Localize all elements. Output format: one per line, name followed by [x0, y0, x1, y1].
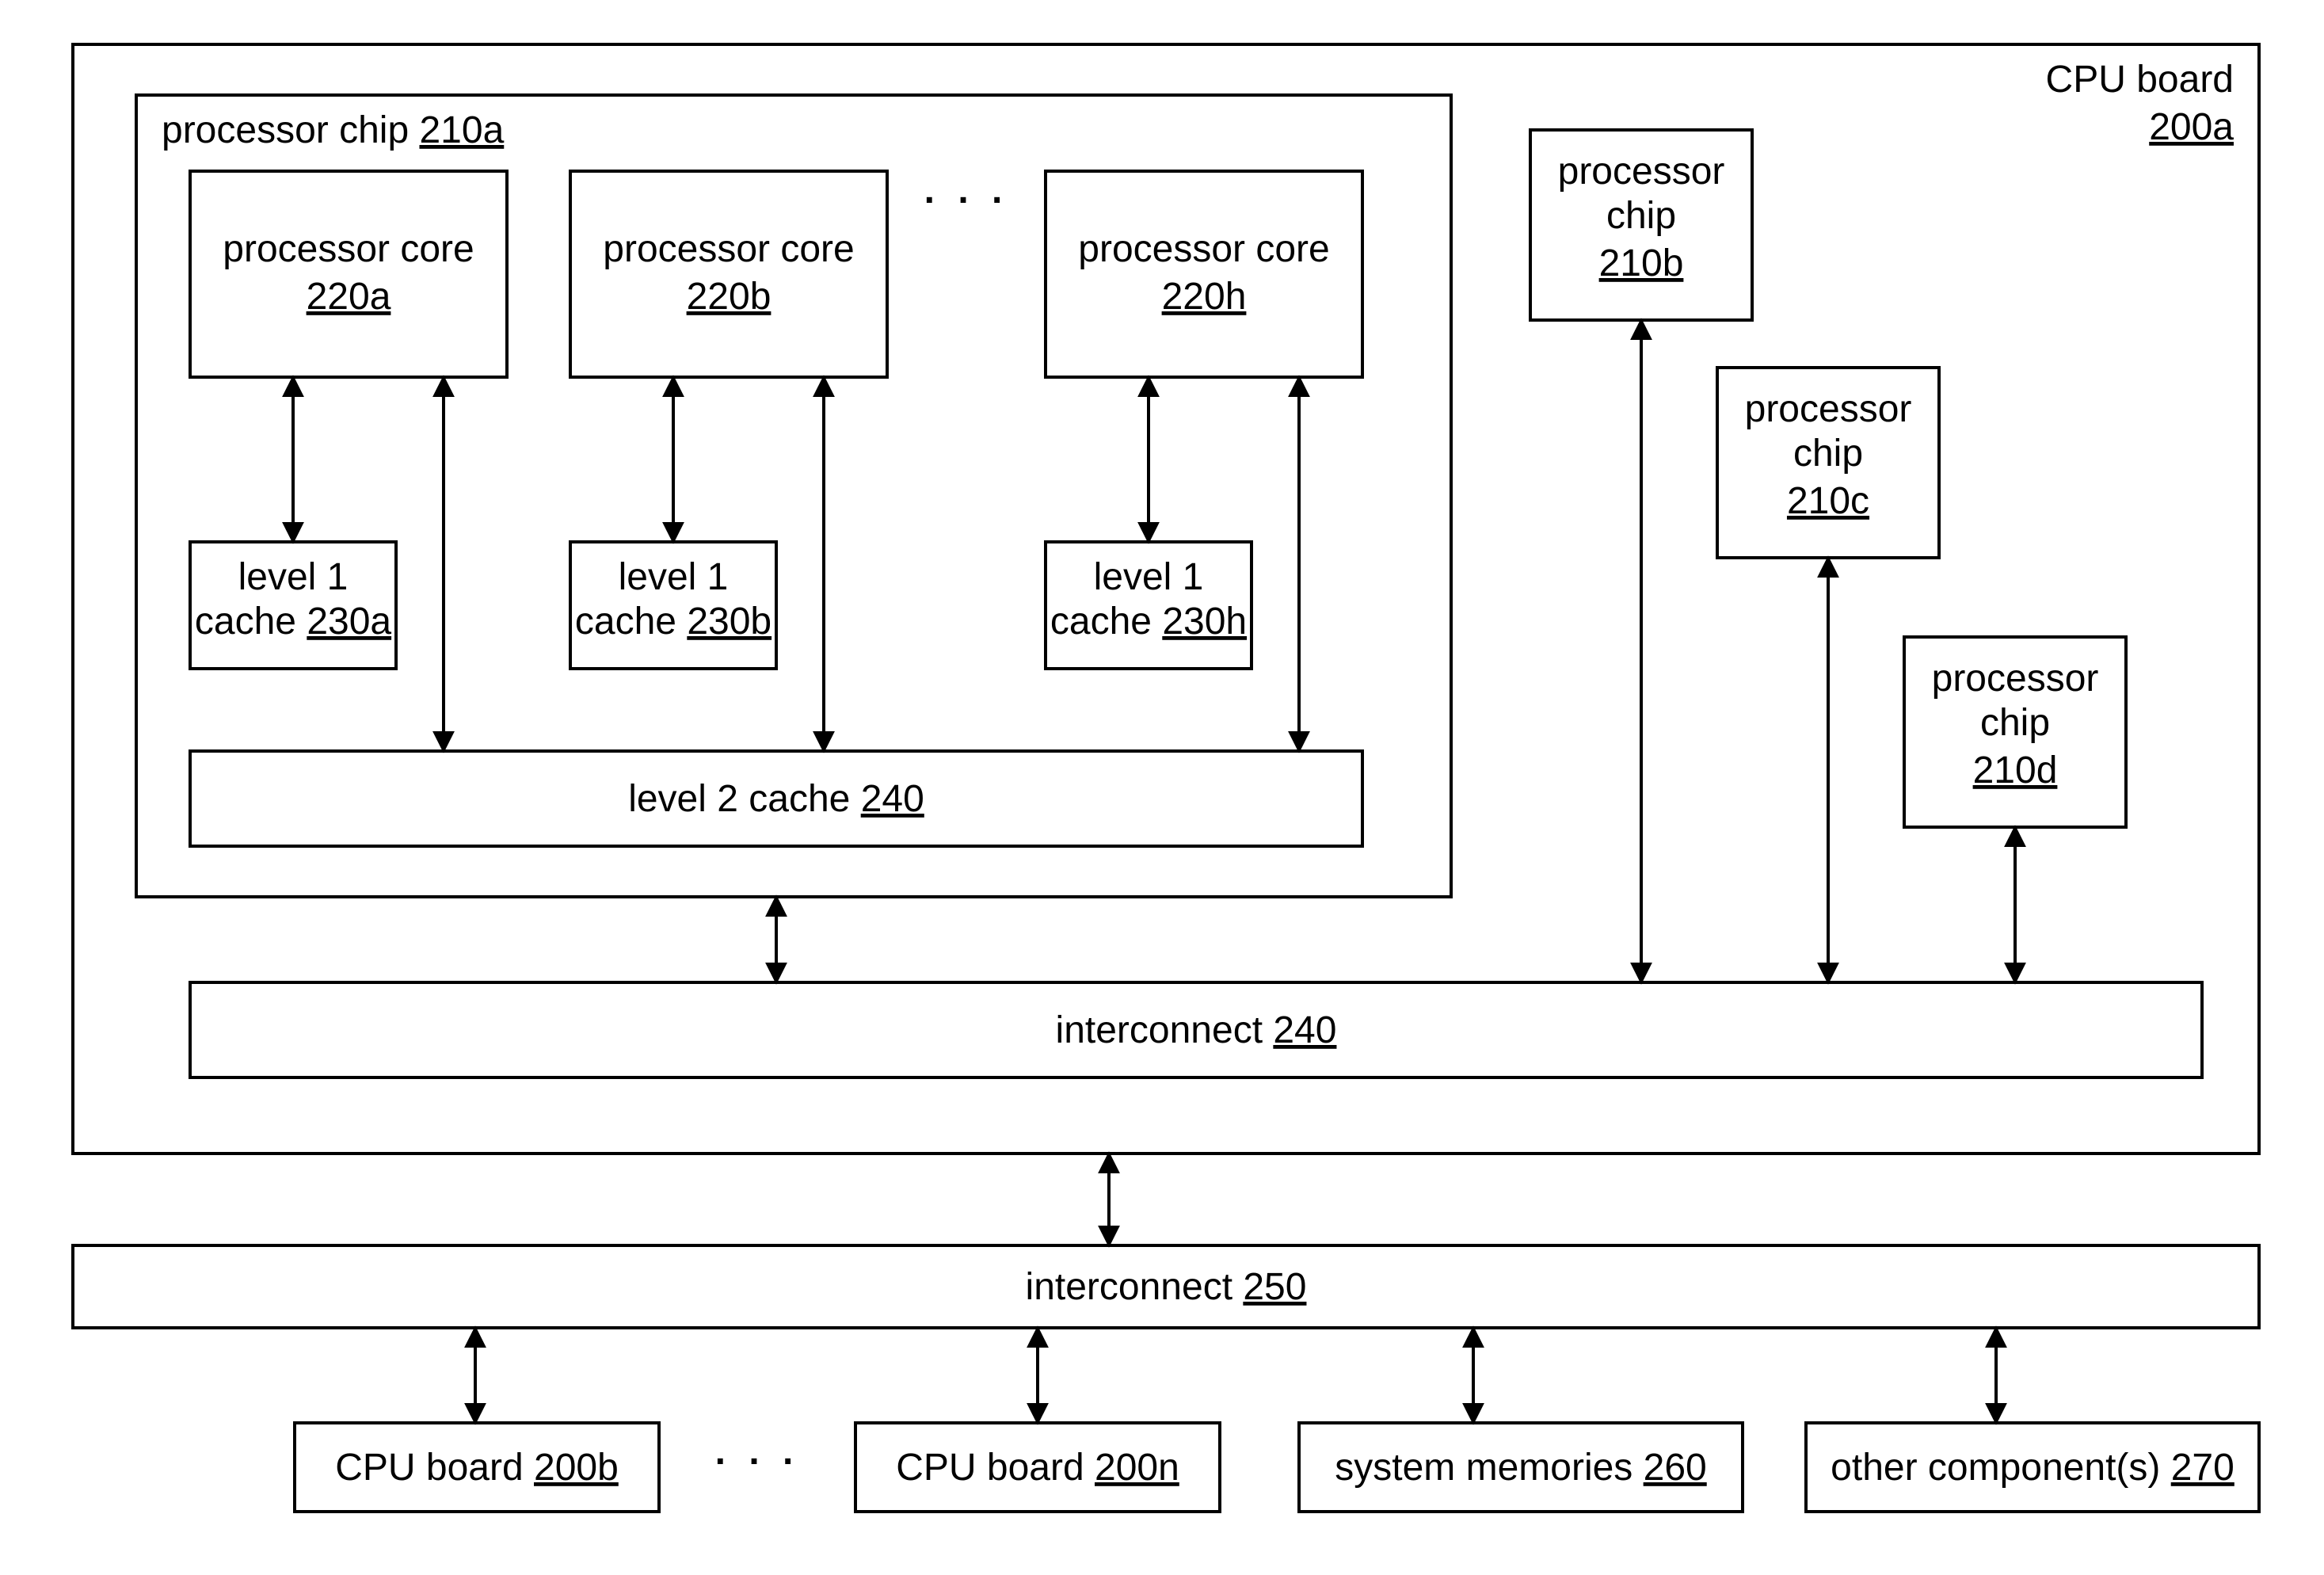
label1-l1_230a: level 1 — [238, 556, 349, 598]
label2-l1_230h: cache 230h — [1050, 601, 1247, 643]
label-cpu_board_200a: CPU board — [2046, 59, 2234, 101]
label2-l1_230a: cache 230a — [195, 601, 392, 643]
label-interconnect_250: interconnect 250 — [1026, 1266, 1307, 1308]
label-cpu_board_200n: CPU board 200n — [896, 1447, 1179, 1489]
ref-chip_210d: 210d — [1973, 749, 2058, 791]
label2-chip_210b: chip — [1606, 195, 1676, 237]
label1-chip_210d: processor — [1932, 658, 2099, 700]
box-core_220b — [570, 171, 887, 377]
label-sys_mem_260: system memories 260 — [1335, 1447, 1706, 1489]
label-l2_240: level 2 cache 240 — [628, 778, 924, 820]
label1-l1_230b: level 1 — [619, 556, 729, 598]
ref-chip_210c: 210c — [1787, 480, 1869, 522]
label-core_220b: processor core — [603, 228, 854, 270]
label-proc_chip_210a: processor chip 210a — [162, 109, 505, 151]
label-core_220a: processor core — [223, 228, 474, 270]
ref-chip_210b: 210b — [1599, 242, 1684, 284]
ellipsis-1: . . . — [715, 1431, 800, 1473]
ref-core_220a: 220a — [307, 276, 391, 318]
label1-chip_210c: processor — [1745, 388, 1912, 430]
label1-chip_210b: processor — [1558, 151, 1725, 193]
ref-cpu_board_200a: 200a — [2149, 106, 2234, 148]
ref-core_220h: 220h — [1162, 276, 1247, 318]
label-other_270: other component(s) 270 — [1831, 1447, 2234, 1489]
label-cpu_board_200b: CPU board 200b — [335, 1447, 619, 1489]
label2-l1_230b: cache 230b — [575, 601, 771, 643]
label-interconnect_240: interconnect 240 — [1056, 1009, 1337, 1051]
box-core_220a — [190, 171, 507, 377]
label2-chip_210d: chip — [1980, 702, 2050, 744]
label-core_220h: processor core — [1078, 228, 1329, 270]
label2-chip_210c: chip — [1793, 433, 1863, 475]
ellipsis-0: . . . — [924, 170, 1009, 212]
box-core_220h — [1046, 171, 1362, 377]
ref-core_220b: 220b — [687, 276, 771, 318]
label1-l1_230h: level 1 — [1094, 556, 1204, 598]
